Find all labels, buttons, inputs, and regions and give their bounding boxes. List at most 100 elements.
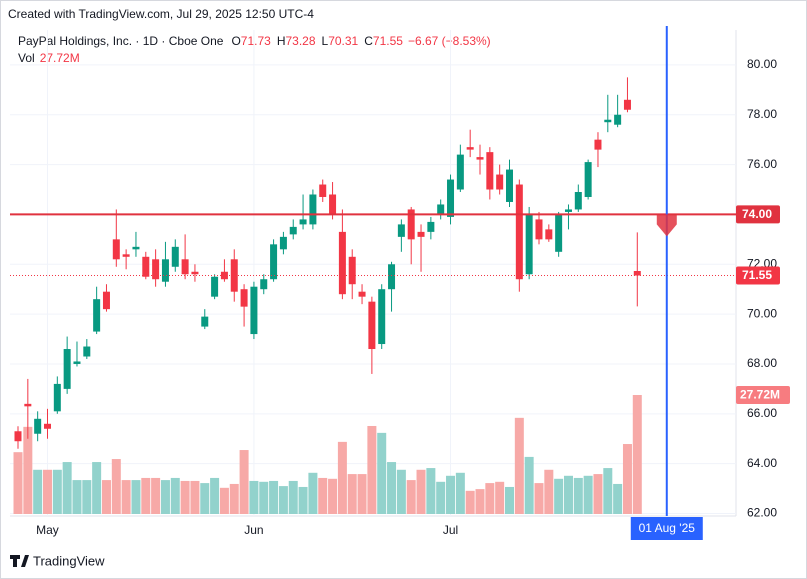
volume-bar <box>593 474 603 514</box>
candle-body <box>348 256 356 285</box>
candle-body <box>358 291 366 297</box>
volume-bar <box>573 477 583 514</box>
candle-body <box>535 219 543 240</box>
volume-bar <box>357 474 367 514</box>
candle-body <box>250 286 258 335</box>
candle-body <box>417 231 425 237</box>
candle-body <box>388 264 396 290</box>
candle-body <box>447 179 455 217</box>
volume-bar <box>210 477 220 514</box>
volume-bar <box>455 472 465 514</box>
candle-body <box>427 221 435 232</box>
candle-body <box>43 423 51 429</box>
volume-bar <box>23 426 33 514</box>
volume-bar <box>229 483 239 514</box>
volume-bar <box>141 477 151 514</box>
change: −6.67 (−8.53%) <box>408 34 491 48</box>
candle-body <box>279 236 287 250</box>
volume-bar <box>72 480 82 514</box>
crosshair-label-box <box>630 517 703 540</box>
candle-body <box>555 214 563 252</box>
volume-bar <box>259 481 269 514</box>
volume-bar <box>111 459 121 514</box>
candle-body <box>407 209 415 240</box>
candle-body <box>368 301 376 350</box>
volume-bars <box>13 395 642 514</box>
candle-body <box>633 271 641 276</box>
volume-bar <box>622 444 632 514</box>
volume-bar <box>396 469 406 514</box>
ohlc-letter: C <box>364 34 373 48</box>
volume-bar <box>92 462 102 514</box>
candle-body <box>220 271 228 280</box>
y-tick-label: 68.00 <box>747 356 777 370</box>
volume-bar <box>170 477 180 514</box>
candle-body <box>83 346 91 357</box>
candle-body <box>574 192 582 210</box>
crosshair-label: 01 Aug '25 <box>639 521 696 535</box>
ohlc-letter: L <box>322 34 329 48</box>
candle-body <box>338 231 346 295</box>
volume-bar <box>377 432 387 514</box>
candle-body <box>319 184 327 197</box>
volume-bar <box>288 480 298 514</box>
candle-body <box>515 184 523 280</box>
volume-bar <box>436 481 446 514</box>
volume-bar <box>475 489 485 514</box>
candle-body <box>299 219 307 225</box>
candle-body <box>34 418 42 434</box>
candle-body <box>73 361 81 364</box>
y-tick-label: 66.00 <box>747 406 777 420</box>
volume-label: 27.72M <box>740 388 780 402</box>
volume-bar <box>465 490 475 514</box>
brand-text: TradingView <box>33 553 105 568</box>
volume-bar <box>121 480 131 514</box>
volume-bar <box>632 395 642 514</box>
volume-bar <box>563 475 573 514</box>
candle-body <box>623 99 631 110</box>
candle-body <box>309 194 317 225</box>
volume-bar <box>190 480 200 514</box>
volume-bar <box>180 480 190 514</box>
candle-body <box>240 289 248 307</box>
volume-label-box <box>736 386 790 404</box>
candle-body <box>230 259 238 292</box>
candle-body <box>63 349 71 389</box>
candle-body <box>53 383 61 412</box>
volume-bar <box>426 468 436 514</box>
candle-body <box>270 244 278 280</box>
volume-bar <box>219 487 229 514</box>
candle-body <box>14 431 22 442</box>
candle-body <box>102 291 110 310</box>
candle-body <box>466 147 474 150</box>
volume-bar <box>603 468 613 514</box>
volume-bar <box>387 462 397 514</box>
volume-bar <box>101 480 111 514</box>
ohlc-letter: H <box>277 34 286 48</box>
volume-bar <box>298 486 308 514</box>
volume-bar <box>514 417 524 514</box>
volume-bar <box>367 425 377 514</box>
volume-title: Vol <box>18 51 35 65</box>
volume-bar <box>416 469 426 514</box>
volume-bar <box>613 483 623 514</box>
candle-body <box>525 214 533 275</box>
volume-bar <box>160 480 170 514</box>
ohlc-value: 71.55 <box>373 34 403 48</box>
candle-body <box>191 271 199 275</box>
y-tick-label: 70.00 <box>747 306 777 320</box>
candle-body <box>122 254 130 257</box>
volume-bar <box>485 483 495 514</box>
candle-body <box>161 259 169 282</box>
candle-body <box>112 239 120 260</box>
volume-bar <box>524 456 534 514</box>
volume-value: 27.72M <box>40 51 80 65</box>
volume-bar <box>583 475 593 514</box>
candle-body <box>594 139 602 150</box>
candle-body <box>378 289 386 345</box>
volume-bar <box>534 483 544 514</box>
candle-body <box>93 299 101 332</box>
candle-body <box>614 114 622 125</box>
candle-body <box>132 246 140 250</box>
